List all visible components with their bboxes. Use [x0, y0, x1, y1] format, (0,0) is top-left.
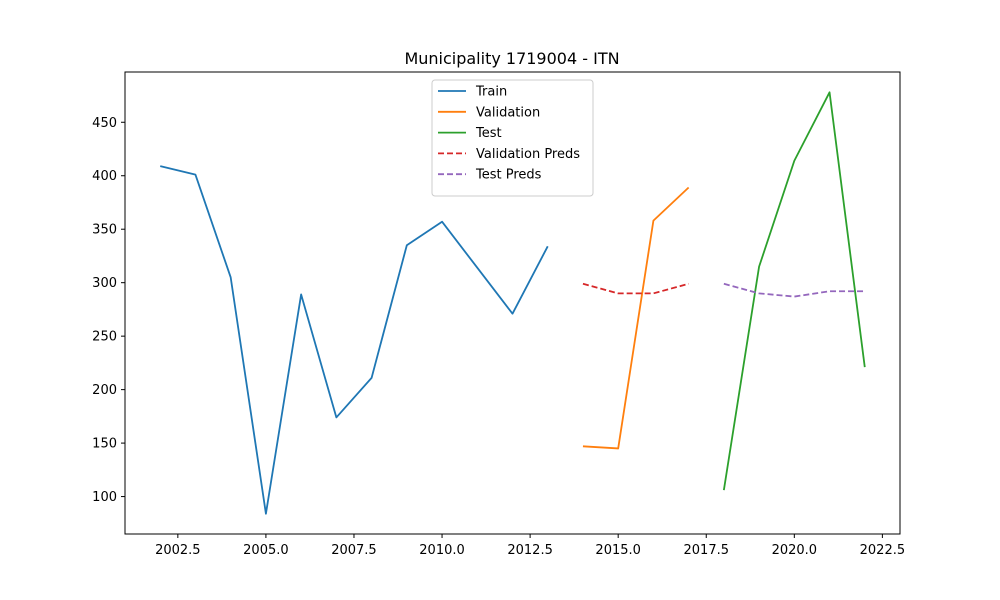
y-tick-label: 450 — [92, 116, 117, 131]
x-tick-label: 2017.5 — [684, 543, 730, 558]
x-tick-label: 2020.0 — [772, 543, 818, 558]
series-line-test-preds — [723, 282, 865, 298]
x-tick-label: 2022.5 — [860, 543, 906, 558]
y-tick-label: 100 — [92, 490, 117, 505]
y-tick-label: 300 — [92, 276, 117, 291]
x-tick-label: 2005.0 — [243, 543, 289, 558]
x-tick-label: 2007.5 — [331, 543, 377, 558]
plot-frame — [124, 71, 901, 535]
series-line-validation — [582, 186, 690, 450]
y-tick-label: 350 — [92, 223, 117, 238]
chart-title: Municipality 1719004 - ITN — [404, 49, 619, 68]
series-line-train — [160, 165, 549, 515]
y-tick-label: 250 — [92, 330, 117, 345]
x-tick-label: 2012.5 — [507, 543, 553, 558]
legend-label-test-preds: Test Preds — [475, 168, 542, 183]
x-tick-label: 2010.0 — [419, 543, 465, 558]
series-line-validation-preds — [582, 282, 689, 295]
y-tick-label: 400 — [92, 169, 117, 184]
series-line-test — [722, 91, 866, 491]
x-tick-label: 2015.0 — [595, 543, 641, 558]
plot-area — [160, 91, 866, 515]
legend: Train Validation Test Validation Preds Test … — [431, 79, 594, 197]
x-tick-label: 2002.5 — [155, 543, 201, 558]
legend-label-train: Train — [475, 85, 507, 100]
legend-label-validation: Validation — [476, 105, 540, 120]
axes: 2002.5 2005.0 2007.5 2010.0 2012.5 2015.0 2017… — [92, 71, 906, 558]
y-tick-label: 150 — [92, 437, 117, 452]
legend-box — [431, 79, 594, 197]
legend-label-validation-preds: Validation Preds — [476, 147, 580, 162]
y-tick-label: 200 — [92, 383, 117, 398]
legend-label-test: Test — [475, 126, 502, 141]
